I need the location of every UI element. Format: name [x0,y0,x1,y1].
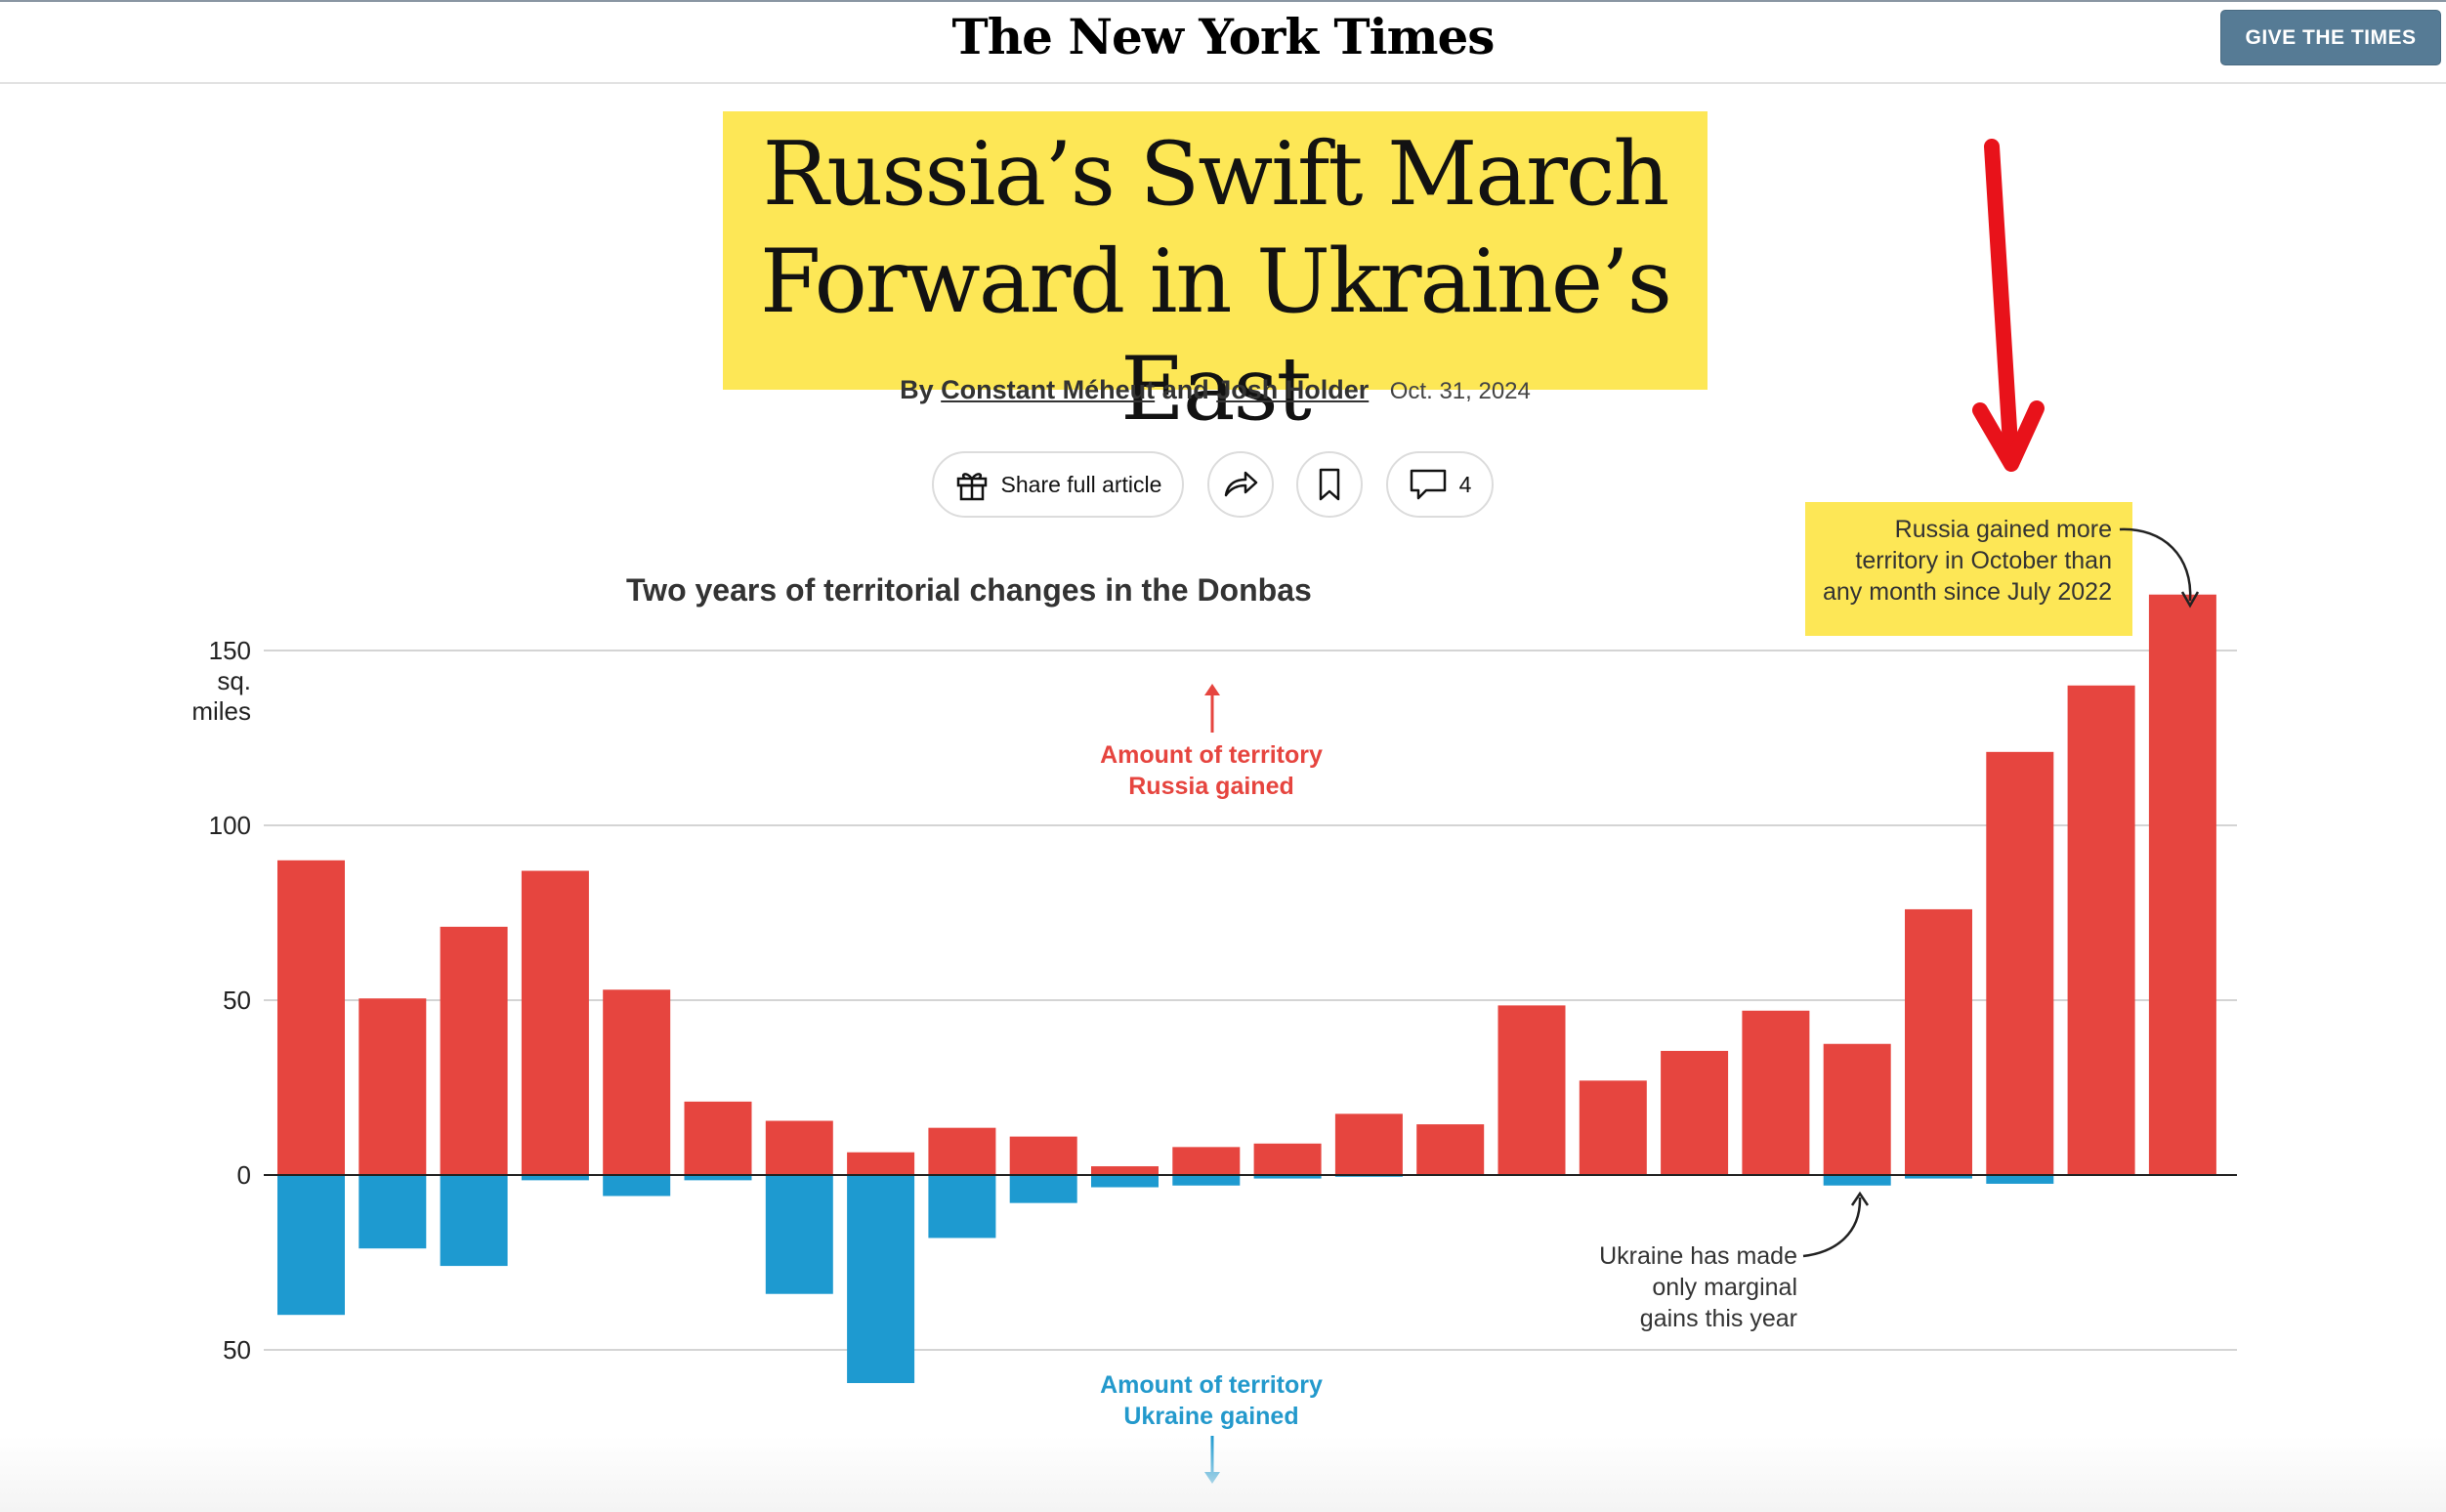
ukraine-bar [1253,1175,1322,1179]
russia-bar [684,1101,752,1175]
ukraine-bar [928,1175,996,1239]
russia-bar [1009,1136,1077,1175]
ukraine-gain-label-line-2: Ukraine gained [1123,1403,1299,1430]
bottom-fade [0,1436,2446,1512]
ukraine-bar [1172,1175,1241,1186]
give-the-times-button[interactable]: GIVE THE TIMES [2220,10,2441,65]
y-axis-unit-label: miles [191,696,251,726]
y-tick-label: 100 [209,811,251,840]
byline: By Constant Méheut and Josh Holder Oct. … [723,375,1708,405]
byline-prefix: By [900,375,934,404]
headline-line-2: Forward in Ukraine’s East [760,231,1672,441]
russia-bar [1661,1050,1729,1175]
russia-bar [1905,908,1972,1175]
russia-bar [1823,1043,1891,1175]
comment-bubble-icon [1409,467,1448,502]
top-bar [0,0,2446,84]
author-link-2[interactable]: Josh Holder [1216,375,1370,404]
russia-bar [358,998,427,1175]
y-axis-unit-label: sq. [217,666,251,695]
share-full-article-button[interactable]: Share full article [932,451,1184,518]
russia-bar [2148,594,2216,1175]
author-link-1[interactable]: Constant Méheut [941,375,1156,404]
october-note-line-1: Russia gained more [1894,516,2112,543]
ukraine-bar [1091,1175,1159,1188]
comments-button[interactable]: 4 [1386,451,1494,518]
ukraine-bar [1823,1175,1891,1186]
headline-line-1: Russia’s Swift March [762,123,1670,226]
russia-gain-label: Amount of territory Russia gained [1016,739,1407,802]
russia-bar [277,860,345,1175]
y-tick-label: 0 [237,1160,251,1190]
october-pointer-curve [2119,527,2192,602]
october-note-line-3: any month since July 2022 [1822,578,2112,606]
headline: Russia’s Swift March Forward in Ukraine’… [723,121,1708,443]
russia-bar [1253,1143,1322,1175]
russia-bar [603,989,671,1175]
ukraine-bar [1905,1175,1972,1179]
russia-bar [1091,1166,1159,1175]
russia-bar [1579,1080,1647,1175]
ukraine-pointer-curve [1802,1197,1862,1258]
russia-bar [1742,1010,1810,1175]
russia-bar [2067,685,2135,1175]
red-marker-arrow-head [1972,400,2045,472]
share-button[interactable] [1207,451,1274,518]
russia-bar [928,1127,996,1175]
comments-count: 4 [1458,471,1472,497]
red-marker-arrow-shaft [1984,139,2018,452]
ukraine-bar [277,1175,345,1316]
russia-bar [521,870,589,1175]
ukraine-note-line-3: gains this year [1639,1305,1797,1332]
ukraine-bar [358,1175,427,1249]
ukraine-note-line-2: only marginal [1652,1274,1797,1301]
share-full-article-label: Share full article [1000,471,1162,497]
ukraine-gain-label-line-1: Amount of territory [1100,1371,1323,1399]
ukraine-bar [603,1175,671,1197]
ukraine-bar [684,1175,752,1181]
ukraine-bar [765,1175,833,1294]
october-note-highlight [1805,502,2132,636]
ukraine-bar [521,1175,589,1181]
ukraine-bar [1986,1175,2054,1184]
october-pointer-head [2180,591,2200,609]
russia-bar [1497,1005,1566,1175]
russia-bar [1172,1147,1241,1175]
chart-title: Two years of territorial changes in the … [626,572,1312,608]
share-arrow-icon [1222,468,1259,501]
bookmark-icon [1317,467,1342,502]
byline-and: and [1161,375,1209,404]
publish-date: Oct. 31, 2024 [1389,378,1531,404]
save-bookmark-button[interactable] [1296,451,1363,518]
october-note: Russia gained more territory in October … [1805,514,2112,608]
y-tick-label: 150 [209,636,251,665]
russia-bar [1416,1124,1485,1175]
ukraine-bar [1009,1175,1077,1203]
ukraine-bar [440,1175,508,1267]
russia-bar [847,1152,915,1175]
ukraine-note-line-1: Ukraine has made [1599,1242,1797,1270]
russia-bar [1334,1113,1403,1175]
ukraine-pointer-head [1850,1191,1870,1206]
y-tick-label: 50 [223,1335,251,1365]
october-note-line-2: territory in October than [1855,547,2112,574]
russia-gain-label-line-2: Russia gained [1128,773,1294,800]
gift-icon [954,467,990,502]
headline-highlight [723,111,1708,390]
y-tick-label: 50 [223,986,251,1015]
russia-up-arrow-head [1204,684,1220,695]
russia-bar [440,926,508,1175]
ukraine-bar [847,1175,915,1384]
masthead-logo[interactable]: The New York Times [951,8,1496,65]
russia-bar [1986,751,2054,1175]
ukraine-gain-label: Amount of territory Ukraine gained [1016,1369,1407,1432]
ukraine-note: Ukraine has made only marginal gains thi… [1524,1240,1797,1334]
russia-gain-label-line-1: Amount of territory [1100,741,1323,769]
russia-bar [765,1120,833,1175]
